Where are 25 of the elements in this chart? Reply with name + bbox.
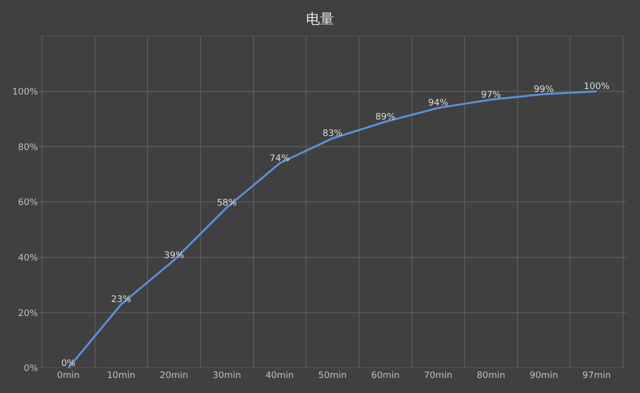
x-tick-label: 80min	[476, 371, 506, 381]
data-label: 99%	[534, 84, 554, 95]
x-tick-label: 0min	[57, 371, 80, 381]
x-tick-label: 97min	[582, 371, 611, 381]
data-label: 100%	[584, 82, 610, 92]
y-tick-label: 20%	[18, 308, 38, 319]
data-label: 74%	[270, 154, 290, 164]
x-tick-label: 20min	[160, 371, 188, 381]
y-tick-label: 60%	[18, 198, 38, 208]
y-tick-label: 0%	[24, 364, 38, 374]
x-tick-label: 50min	[318, 371, 347, 381]
x-tick-label: 70min	[424, 371, 452, 381]
y-tick-label: 40%	[18, 253, 38, 264]
x-tick-label: 10min	[106, 371, 136, 381]
x-tick-label: 30min	[212, 371, 242, 381]
x-tick-label: 40min	[265, 371, 294, 381]
data-label: 94%	[428, 98, 449, 109]
data-label: 97%	[480, 90, 502, 100]
data-label: 83%	[322, 129, 343, 140]
chart-title: 电量	[306, 12, 334, 28]
y-tick-label: 80%	[18, 142, 38, 153]
x-tick-label: 90min	[530, 371, 558, 381]
x-tick-label: 60min	[371, 371, 400, 381]
y-tick-label: 100%	[12, 87, 38, 98]
data-label: 89%	[375, 112, 396, 123]
